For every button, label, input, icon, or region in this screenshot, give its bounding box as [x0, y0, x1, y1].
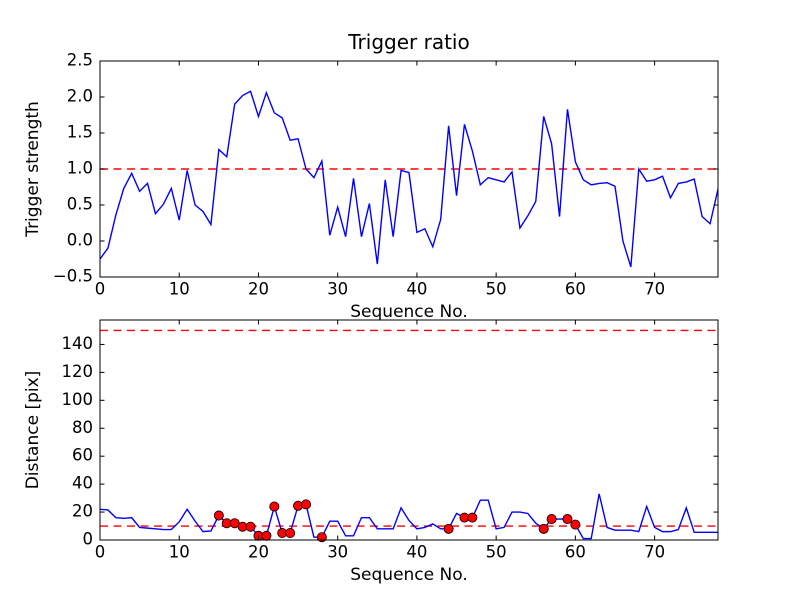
event-marker [269, 501, 280, 512]
x-tick-label: 60 [565, 280, 586, 299]
y-tick-label: 2.5 [67, 51, 93, 70]
x-tick-label: 40 [406, 280, 427, 299]
bottom-x-axis-label: Sequence No. [350, 565, 468, 585]
y-tick-label: −0.5 [53, 267, 93, 286]
y-tick-label: 140 [62, 334, 94, 353]
subplot-1: 0 10 20 30 40 50 60 70 2.5 2.0 1.5 1.0 0.5 0.0 −0.5 [53, 51, 719, 299]
y-tick-label: 1.0 [67, 159, 93, 178]
x-tick-label: 20 [248, 543, 269, 562]
event-marker [285, 528, 296, 539]
page-title: Trigger ratio [348, 30, 470, 54]
y-tick-label: 100 [62, 390, 94, 409]
event-marker [213, 510, 224, 521]
y-tick-label: 40 [72, 474, 93, 493]
event-marker [300, 499, 311, 510]
y-tick-label: 0.0 [67, 231, 93, 250]
x-tick-label: 70 [644, 543, 665, 562]
x-tick-label: 40 [406, 543, 427, 562]
x-tick-label: 30 [327, 280, 348, 299]
axes-frame [99, 319, 719, 541]
event-marker [562, 514, 573, 525]
data-series-line [99, 493, 718, 540]
x-tick-label: 30 [327, 543, 348, 562]
subplot-2: 0 10 20 30 40 50 60 70 0 20 40 60 80 100 120 140 [62, 319, 719, 562]
y-tick-label: 0 [83, 530, 94, 549]
plot-background [100, 320, 718, 540]
y-tick-label: 1.5 [67, 123, 93, 142]
y-tick-label: 2.0 [67, 87, 93, 106]
y-tick-label: 80 [72, 418, 93, 437]
x-tick-label: 10 [169, 543, 190, 562]
data-series-line [99, 90, 719, 268]
x-tick-label: 50 [486, 543, 507, 562]
y-tick-label: 0.5 [67, 195, 93, 214]
x-tick-label: 60 [565, 543, 586, 562]
x-tick-label: 50 [486, 280, 507, 299]
event-marker [245, 521, 256, 532]
x-tick-label: 0 [95, 543, 106, 562]
event-marker [570, 519, 581, 530]
event-marker [546, 514, 557, 525]
y-tick-label: 120 [62, 362, 94, 381]
x-tick-label: 20 [248, 280, 269, 299]
y-tick-label: 60 [72, 446, 93, 465]
x-tick-label: 0 [95, 280, 106, 299]
event-marker [538, 523, 549, 534]
event-marker [467, 512, 478, 523]
x-tick-label: 70 [644, 280, 665, 299]
x-tick-label: 10 [169, 280, 190, 299]
top-x-axis-label: Sequence No. [350, 302, 468, 322]
event-marker [443, 523, 454, 534]
y-tick-label: 20 [72, 502, 93, 521]
event-marker [261, 530, 272, 541]
plot-background [100, 61, 718, 277]
